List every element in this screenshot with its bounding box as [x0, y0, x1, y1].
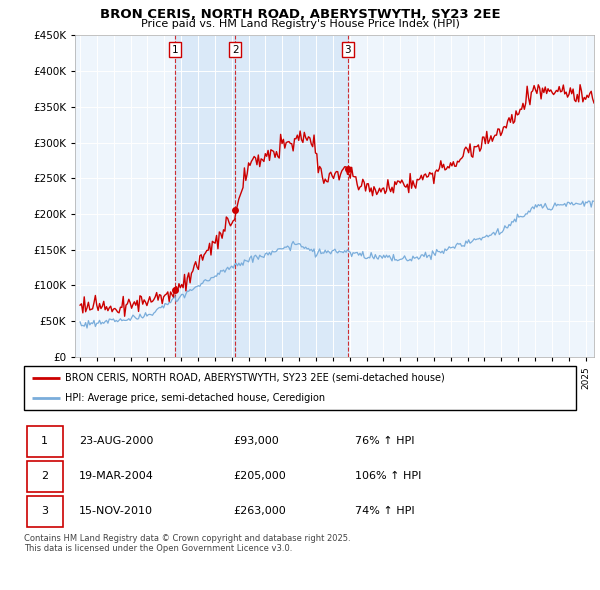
Text: £93,000: £93,000 [234, 437, 280, 447]
Bar [235, 35, 347, 357]
Bar [27, 426, 62, 457]
Text: 106% ↑ HPI: 106% ↑ HPI [355, 471, 422, 481]
Text: HPI: Average price, semi-detached house, Ceredigion: HPI: Average price, semi-detached house,… [65, 393, 326, 403]
Text: 1: 1 [41, 437, 48, 447]
Text: 3: 3 [41, 506, 48, 516]
Bar [175, 35, 235, 357]
Text: BRON CERIS, NORTH ROAD, ABERYSTWYTH, SY23 2EE (semi-detached house): BRON CERIS, NORTH ROAD, ABERYSTWYTH, SY2… [65, 373, 445, 383]
Text: 15-NOV-2010: 15-NOV-2010 [79, 506, 153, 516]
Text: 2: 2 [232, 45, 239, 55]
Text: 76% ↑ HPI: 76% ↑ HPI [355, 437, 415, 447]
Text: 23-AUG-2000: 23-AUG-2000 [79, 437, 154, 447]
Text: £263,000: £263,000 [234, 506, 287, 516]
Text: BRON CERIS, NORTH ROAD, ABERYSTWYTH, SY23 2EE: BRON CERIS, NORTH ROAD, ABERYSTWYTH, SY2… [100, 8, 500, 21]
Text: Contains HM Land Registry data © Crown copyright and database right 2025.
This d: Contains HM Land Registry data © Crown c… [24, 534, 350, 553]
Text: 74% ↑ HPI: 74% ↑ HPI [355, 506, 415, 516]
Text: 3: 3 [344, 45, 351, 55]
Text: 1: 1 [172, 45, 178, 55]
Text: Price paid vs. HM Land Registry's House Price Index (HPI): Price paid vs. HM Land Registry's House … [140, 19, 460, 29]
Bar [27, 461, 62, 491]
Text: 19-MAR-2004: 19-MAR-2004 [79, 471, 154, 481]
Text: £205,000: £205,000 [234, 471, 287, 481]
Text: 2: 2 [41, 471, 48, 481]
Bar [27, 496, 62, 527]
